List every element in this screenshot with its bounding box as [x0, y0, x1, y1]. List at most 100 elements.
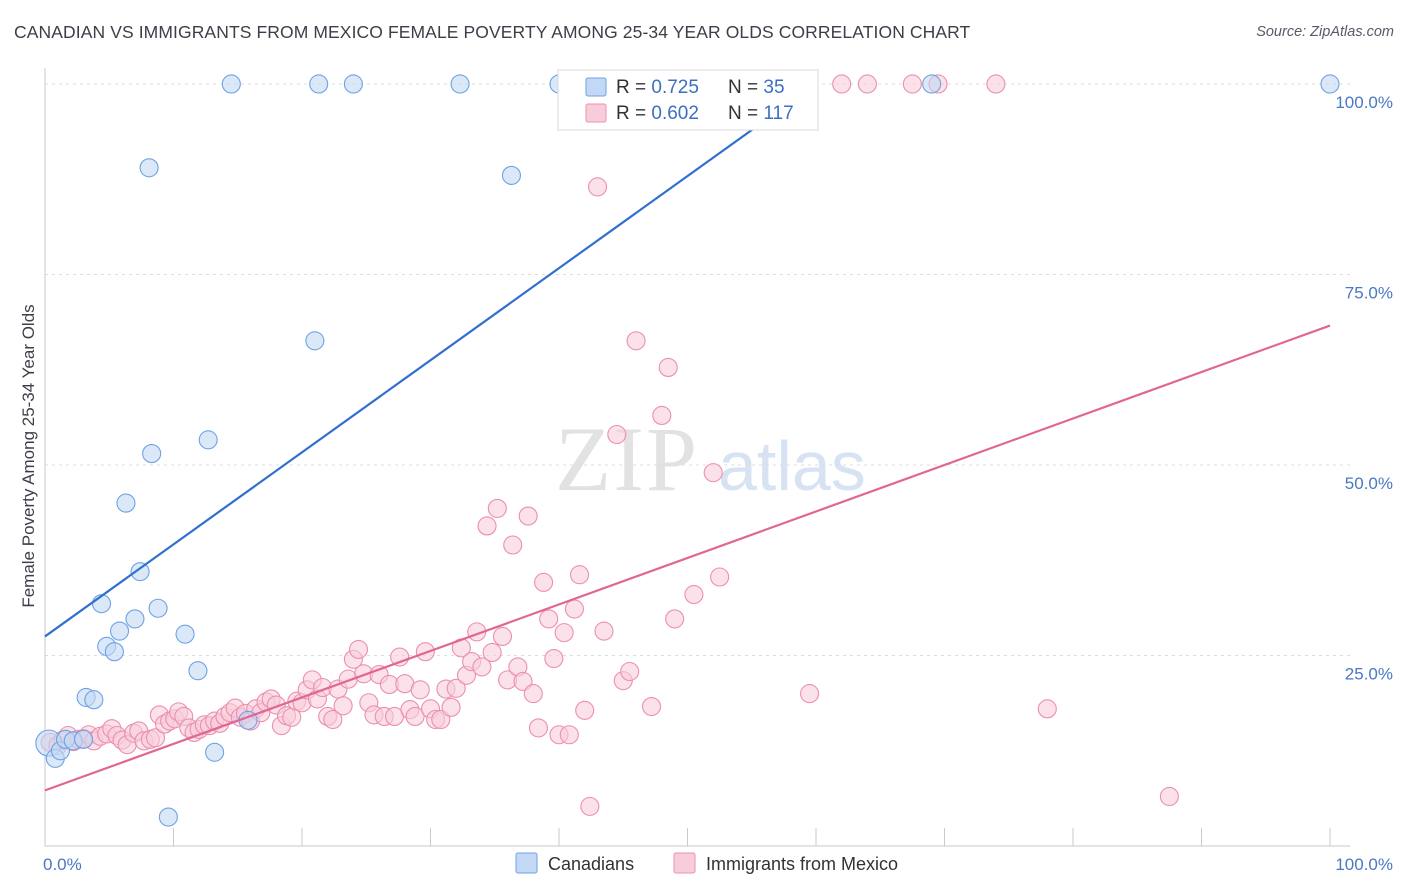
mexico-point-112	[652, 405, 672, 426]
mexico-point-118	[800, 684, 820, 704]
mexico-point-100	[559, 725, 579, 745]
legend-swatch-canadians	[585, 77, 607, 97]
mexico-point-106	[594, 621, 614, 641]
svg-text:R = 0.725: R = 0.725	[616, 77, 699, 98]
canadian-point-10	[104, 642, 124, 662]
y-tick-label-2: 75.0%	[1345, 283, 1393, 302]
legend-swatch-mexico	[585, 103, 607, 123]
canadian-point-16	[142, 444, 162, 464]
mexico-point-87	[492, 626, 513, 646]
y-tick-label-0: 25.0%	[1345, 664, 1393, 683]
watermark-atlas: atlas	[718, 427, 866, 505]
mexico-point-94	[528, 718, 548, 738]
gridlines	[45, 83, 1350, 656]
legend-n-label-canadians: N =	[728, 77, 763, 98]
canadian-point-15	[139, 158, 159, 178]
mexico-point-113	[658, 357, 678, 378]
mexico-point-91	[513, 671, 533, 691]
canadian-point-7	[84, 690, 104, 710]
bottom-legend-label-canadians: Canadians	[548, 854, 634, 874]
canadian-point-19	[175, 624, 195, 644]
mexico-point-70	[405, 706, 425, 727]
mexico-point-71	[410, 680, 430, 700]
mexico-point-105	[587, 177, 608, 197]
watermark-zip: ZIP	[555, 408, 699, 510]
trend-line-mexico	[44, 324, 1331, 792]
canadian-point-18	[158, 807, 178, 827]
canadian-point-20	[188, 661, 208, 681]
mexico-point-92	[518, 506, 538, 526]
canadian-point-8	[91, 594, 112, 614]
canadian-point-25	[305, 331, 325, 351]
mexico-point-93	[523, 684, 543, 704]
mexico-point-109	[620, 661, 640, 682]
canadian-point-29	[501, 165, 522, 185]
canadian-point-22	[205, 742, 225, 762]
mexico-point-119	[832, 74, 852, 94]
mexico-point-77	[441, 697, 461, 717]
mexico-point-78	[446, 678, 466, 698]
mexico-point-89	[503, 535, 523, 555]
mexico-point-102	[570, 565, 590, 585]
svg-text:R = 0.602: R = 0.602	[616, 103, 699, 124]
legend-r-label-canadians: R =	[616, 77, 651, 98]
mexico-point-95	[534, 572, 554, 592]
source-label: Source: ZipAtlas.com	[1256, 24, 1394, 40]
trend-line-canadians	[44, 83, 817, 638]
canadian-point-23	[221, 74, 241, 94]
correlation-legend: R = 0.725 N = 35 R = 0.602 N = 117	[557, 69, 819, 131]
mexico-point-123	[986, 74, 1006, 94]
x-tick-label-1: 100.0%	[1335, 855, 1393, 874]
bottom-legend-swatch-mexico	[673, 852, 696, 874]
legend-n-value-canadians: 35	[763, 77, 784, 98]
canadian-point-33	[922, 74, 942, 94]
mexico-point-84	[477, 516, 497, 536]
mexico-point-97	[544, 648, 564, 669]
y-tick-label-1: 50.0%	[1345, 474, 1393, 493]
legend-r-label-mexico: R =	[616, 103, 651, 124]
legend-n-value-mexico: 117	[763, 103, 793, 124]
mexico-point-19	[145, 728, 166, 748]
canadian-point-11	[109, 621, 130, 641]
x-tick-label-0: 0.0%	[43, 855, 82, 874]
mexico-point-107	[607, 424, 627, 445]
chart-title: CANADIAN VS IMMIGRANTS FROM MEXICO FEMAL…	[14, 22, 971, 42]
canadian-point-26	[309, 74, 329, 94]
mexico-point-111	[641, 697, 662, 717]
canadian-point-14	[130, 562, 150, 582]
mexico-point-115	[684, 584, 704, 605]
mexico-point-116	[703, 463, 723, 483]
mexico-point-86	[487, 498, 507, 518]
bottom-legend-label-mexico: Immigrants from Mexico	[706, 854, 898, 874]
trend-lines	[44, 83, 1331, 792]
mexico-point-125	[1159, 786, 1179, 807]
svg-text:N = 35: N = 35	[728, 77, 785, 98]
y-tick-labels: 25.0% 50.0% 75.0% 100.0%	[1335, 93, 1393, 684]
y-axis-label: Female Poverty Among 25-34 Year Olds	[19, 304, 38, 607]
legend-n-label-mexico: N =	[728, 103, 763, 124]
mexico-point-99	[554, 623, 574, 643]
canadian-point-21	[198, 430, 218, 450]
mexico-point-103	[575, 700, 595, 720]
mexico-point-75	[431, 709, 451, 730]
mexico-point-104	[580, 796, 600, 816]
canadian-point-27	[343, 74, 363, 94]
mexico-point-117	[710, 567, 730, 587]
canadian-point-17	[148, 598, 168, 618]
mexico-point-114	[665, 609, 685, 629]
x-tick-labels: 0.0% 100.0%	[43, 855, 1393, 874]
legend-r-value-canadians: 0.725	[651, 77, 699, 98]
mexico-point-59	[348, 639, 369, 659]
canadian-point-5	[74, 729, 94, 749]
mexico-point-85	[482, 642, 502, 662]
series-legend: Canadians Immigrants from Mexico	[515, 852, 898, 874]
canadian-point-12	[116, 493, 136, 513]
mexico-point-54	[323, 709, 343, 730]
mexico-point-96	[539, 609, 559, 629]
canadian-point-34	[1320, 74, 1340, 94]
mexico-point-124	[1037, 699, 1057, 719]
mexico-point-56	[333, 696, 353, 716]
y-tick-label-3: 100.0%	[1335, 93, 1393, 112]
axes	[44, 68, 1350, 847]
mexico-point-121	[902, 74, 922, 94]
